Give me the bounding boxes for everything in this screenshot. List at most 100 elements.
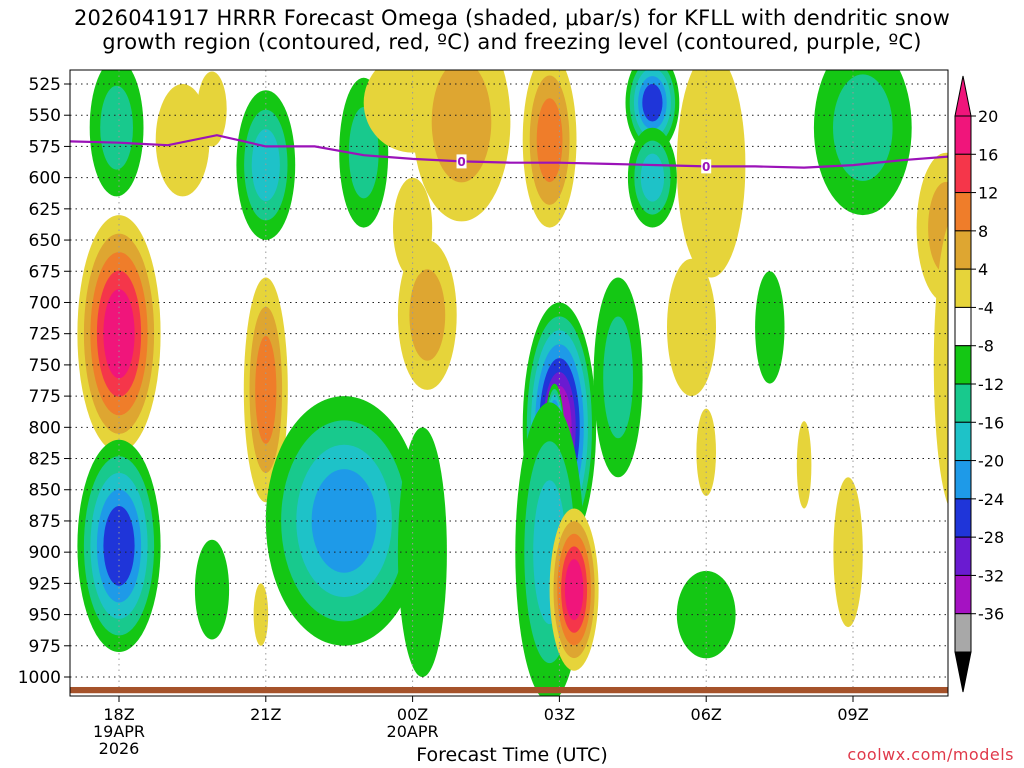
omega-contour-band [103,289,135,379]
ground-bar [70,686,948,694]
x-tick-label: 06Z [691,705,722,724]
omega-contour-band [253,583,269,646]
omega-cell [155,84,210,197]
x-tick-label: 09Z [837,705,868,724]
y-tick-label: 725 [29,325,61,345]
y-tick-label: 625 [29,200,61,220]
colorbar-swatch [954,498,972,538]
colorbar-swatch [954,268,972,308]
colorbar-label: -12 [978,375,1004,394]
ground-surface [70,686,948,694]
colorbar-label: -8 [978,337,994,356]
colorbar-swatch [954,574,972,615]
omega-cell [625,70,680,153]
omega-cell [833,477,863,628]
plot-frame [69,69,949,697]
colorbar-label: -4 [978,298,994,317]
y-axis: 525 550 575 600 625 650 675 700 725 750 775 800 825 8… [18,75,70,688]
x-tick-year: 2026 [99,739,140,758]
colorbar-bottom-triangle [954,651,972,693]
omega-contour-band [348,107,379,199]
omega-contour-band [197,71,227,147]
omega-cell [522,70,577,228]
colorbar-swatch [954,421,972,462]
colorbar-swatch [954,230,972,270]
colorbar-label: -24 [978,490,1004,509]
colorbar: 20 16 12 8 4 -4 -8 -12 -16 -20 -24 -28 -32 -36 [954,75,1004,693]
colorbar-swatch [954,536,972,576]
colorbar-label: 12 [978,184,998,203]
omega-contour-band [251,129,280,202]
freezing-level-label: 0 [457,155,465,169]
omega-contour-band [755,271,785,384]
colorbar-top-triangle [954,75,972,117]
omega-contour-band [676,70,746,278]
x-tick-date: 19APR [93,722,145,741]
colorbar-label: -16 [978,413,1004,432]
omega-contour-band [155,84,210,197]
omega-contour-band [640,153,665,202]
y-tick-label: 750 [29,356,61,376]
omega-cell [549,508,599,671]
colorbar-label: -20 [978,452,1004,471]
omega-cell [813,70,912,216]
omega-contour-band [833,74,893,181]
freezing-label-bg [701,159,712,174]
freezing-level-label: 0 [702,160,710,174]
freezing-level-line [70,134,948,169]
omega-cell [412,70,511,222]
x-tick-label: 18Z [103,705,134,724]
omega-cell [676,70,746,278]
omega-cell [980,278,1000,378]
x-tick-date: 20APR [387,722,439,741]
omega-contour-band [311,469,377,573]
omega-cell [933,224,948,505]
y-tick-label: 650 [29,231,61,251]
y-tick-label: 675 [29,262,61,282]
omega-contour-band [103,506,135,586]
omega-cell [197,71,227,147]
omega-cell [89,70,144,197]
colorbar-swatch [954,345,972,385]
omega-contour-band [194,539,230,640]
omega-contour-band [833,477,863,628]
grid [70,70,948,696]
colorbar-label: 8 [978,222,988,241]
omega-contour-band [564,559,584,621]
colorbar-swatch [954,153,972,194]
omega-cell [77,439,161,652]
omega-contour-band [603,316,633,439]
omega-cell [593,277,643,478]
omega-cell [77,215,161,453]
y-tick-label: 825 [29,450,61,470]
omega-contour-band [642,83,663,122]
omega-cell [755,271,785,384]
omega-cell [393,177,433,278]
x-axis-title: Forecast Time (UTC) [416,744,608,766]
watermark: coolwx.com/models [847,745,1014,764]
omega-field [77,70,1000,696]
y-tick-label: 600 [29,169,61,189]
y-tick-label: 775 [29,387,61,407]
colorbar-swatch [954,613,972,653]
omega-cell [796,421,812,509]
colorbar-label: 4 [978,260,988,279]
omega-contour-band [409,269,446,361]
y-tick-label: 875 [29,512,61,532]
colorbar-swatch [954,192,972,232]
omega-contour-band [100,85,133,170]
y-tick-label: 950 [29,606,61,626]
colorbar-swatch [954,306,972,347]
omega-cell [667,258,716,397]
y-tick-label: 1000 [18,668,61,688]
colorbar-label: -36 [978,605,1004,624]
y-tick-label: 700 [29,293,61,313]
omega-contour-band [536,98,563,183]
colorbar-swatch [954,460,972,500]
omega-contour-band [696,408,716,496]
colorbar-label: -28 [978,528,1004,547]
omega-contour-band [796,421,812,509]
